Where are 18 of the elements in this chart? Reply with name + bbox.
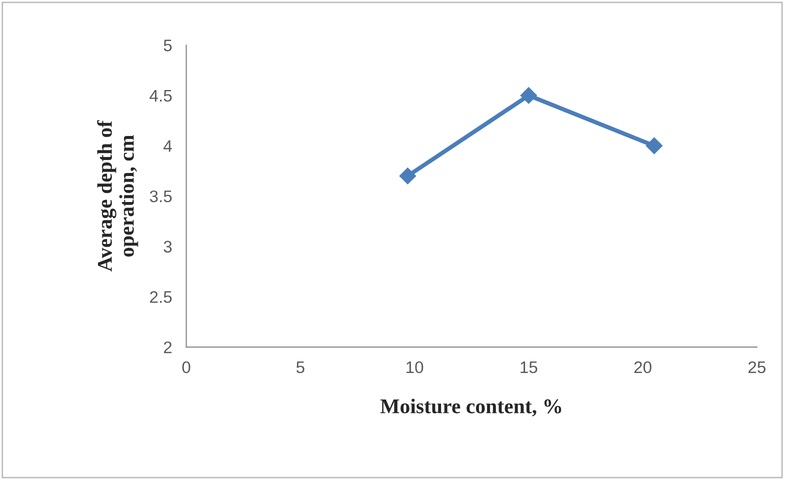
y-axis-title: Average depth of operation, cm	[97, 120, 138, 272]
point	[399, 168, 416, 184]
y-tick-label: 3.5	[150, 190, 172, 202]
x-tick-label: 15	[520, 362, 538, 374]
y-tick-label: 3	[164, 240, 172, 253]
x-tick-label: 25	[748, 361, 766, 374]
x-tick-label: 20	[634, 361, 652, 374]
point	[646, 137, 663, 154]
point	[520, 87, 538, 104]
y-tick-label: 5	[164, 40, 172, 52]
x-tick-label: 10	[406, 361, 424, 374]
y-tick-label: 4	[164, 140, 172, 152]
x-axis-title: Moisture content, %	[380, 398, 562, 416]
y-tick-label: 2.5	[150, 291, 172, 303]
x-tick-label: 0	[182, 361, 190, 374]
y-tick-label: 2	[164, 341, 172, 354]
x-tick-label: 5	[296, 362, 304, 374]
y-tick-label: 4.5	[150, 90, 172, 102]
